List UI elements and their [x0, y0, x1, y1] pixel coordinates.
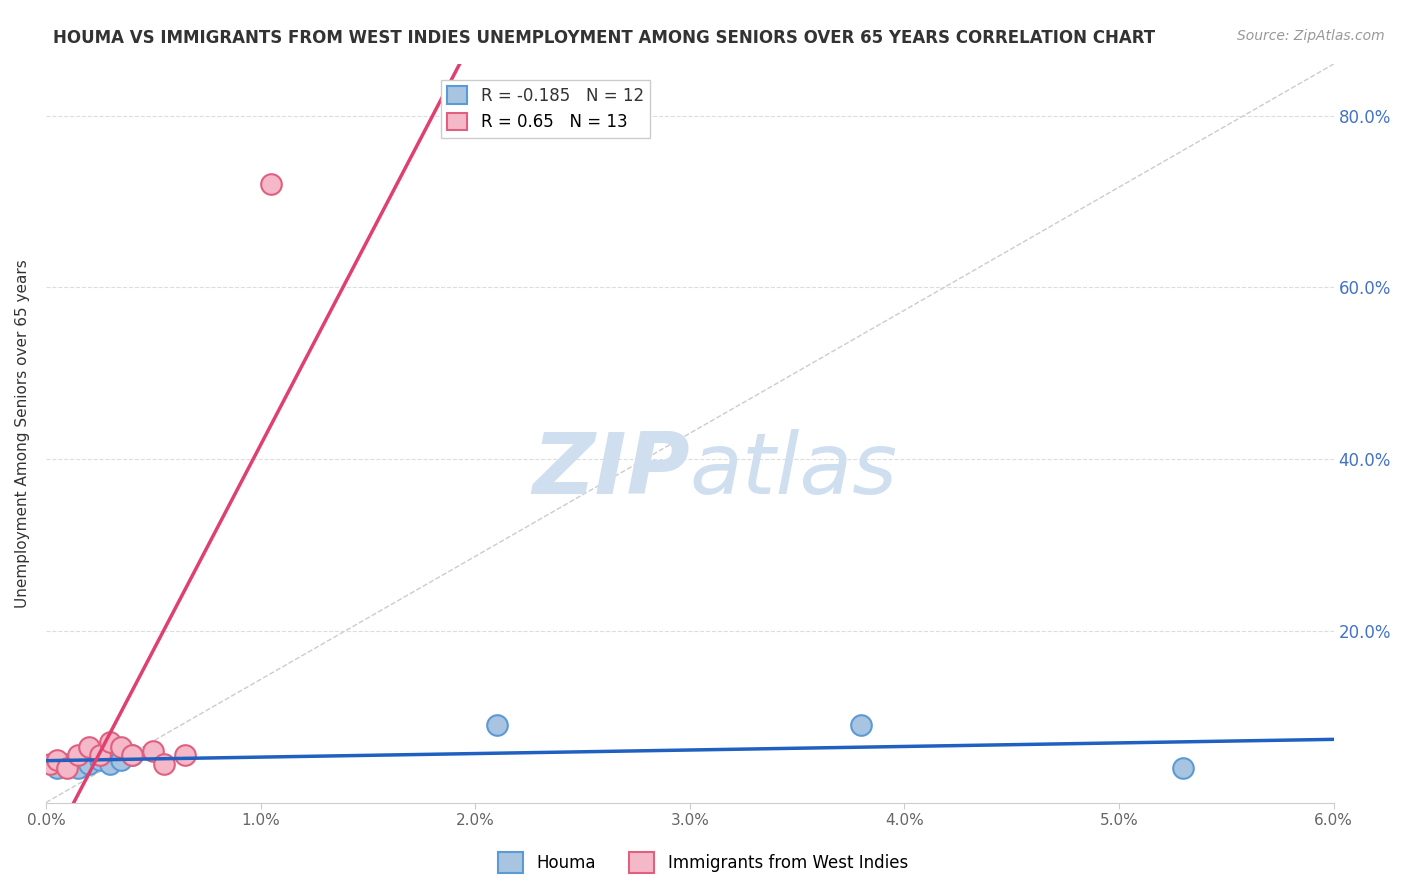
Point	[98, 735, 121, 749]
Point	[89, 753, 111, 767]
Point	[121, 748, 143, 763]
Point	[121, 748, 143, 763]
Point	[56, 761, 79, 775]
Point	[98, 756, 121, 771]
Point	[1173, 761, 1195, 775]
Point	[77, 756, 100, 771]
Legend: R = -0.185   N = 12, R = 0.65   N = 13: R = -0.185 N = 12, R = 0.65 N = 13	[440, 79, 651, 137]
Text: ZIP: ZIP	[533, 429, 690, 512]
Text: atlas: atlas	[690, 429, 898, 512]
Text: Source: ZipAtlas.com: Source: ZipAtlas.com	[1237, 29, 1385, 43]
Text: HOUMA VS IMMIGRANTS FROM WEST INDIES UNEMPLOYMENT AMONG SENIORS OVER 65 YEARS CO: HOUMA VS IMMIGRANTS FROM WEST INDIES UNE…	[53, 29, 1156, 46]
Point	[110, 739, 132, 754]
Point	[851, 718, 873, 732]
Point	[56, 756, 79, 771]
Point	[45, 761, 67, 775]
Point	[77, 739, 100, 754]
Point	[485, 718, 508, 732]
Y-axis label: Unemployment Among Seniors over 65 years: Unemployment Among Seniors over 65 years	[15, 259, 30, 607]
Point	[39, 756, 62, 771]
Point	[174, 748, 197, 763]
Point	[67, 748, 90, 763]
Point	[67, 761, 90, 775]
Point	[142, 744, 165, 758]
Point	[110, 753, 132, 767]
Point	[153, 756, 176, 771]
Point	[89, 748, 111, 763]
Point	[260, 178, 283, 192]
Legend: Houma, Immigrants from West Indies: Houma, Immigrants from West Indies	[492, 846, 914, 880]
Point	[45, 753, 67, 767]
